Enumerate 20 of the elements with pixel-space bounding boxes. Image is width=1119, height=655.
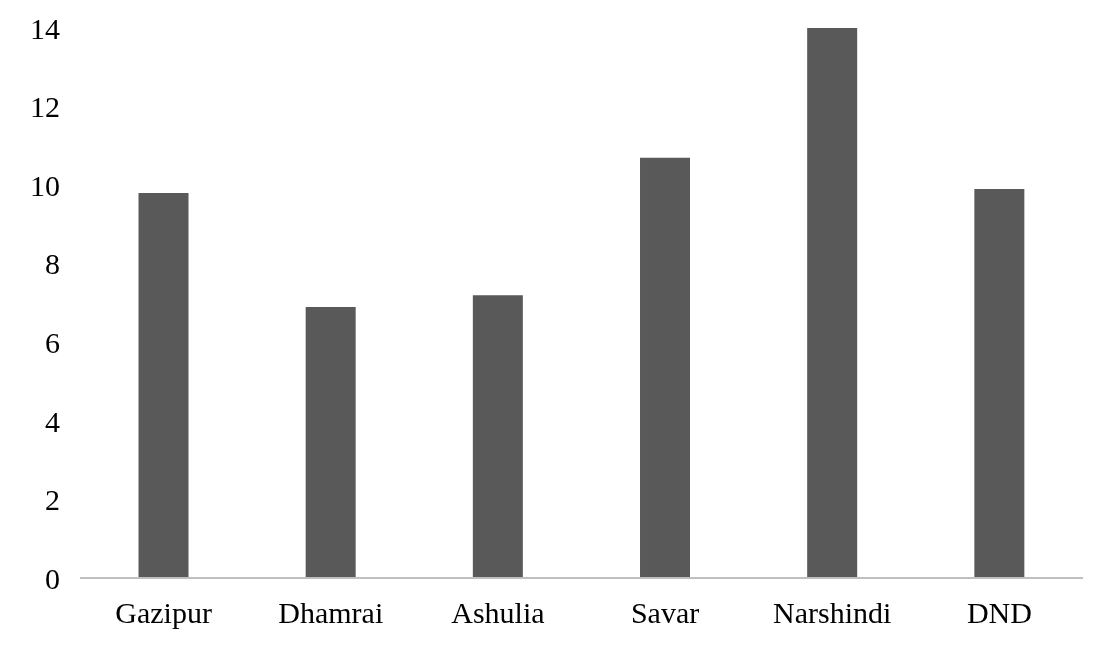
x-tick-label: Narshindi (773, 596, 892, 630)
y-tick-label: 0 (45, 561, 60, 595)
bar (138, 193, 189, 578)
x-tick-label: DND (966, 596, 1032, 630)
bar (472, 295, 523, 578)
bar (305, 306, 356, 578)
x-tick-label: Dhamrai (278, 596, 384, 630)
y-tick-label: 12 (30, 90, 60, 124)
bar (640, 157, 691, 578)
bar (807, 28, 858, 578)
y-tick-label: 10 (30, 168, 60, 202)
x-tick-label: Gazipur (115, 596, 212, 630)
y-tick-label: 14 (30, 11, 60, 45)
y-tick-label: 8 (45, 247, 60, 281)
y-tick-label: 2 (45, 483, 60, 517)
x-tick-label: Savar (630, 596, 700, 630)
y-tick-label: 4 (45, 404, 60, 438)
bar (974, 189, 1025, 578)
x-tick-label: Ashulia (451, 596, 545, 630)
y-tick-label: 6 (45, 325, 60, 359)
